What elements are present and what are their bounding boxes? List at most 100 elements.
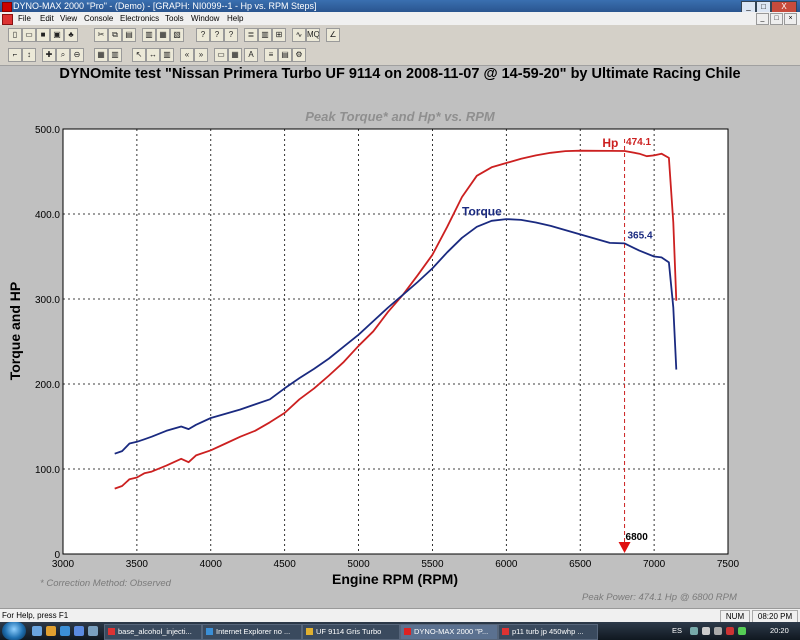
print-icon[interactable]: ▦ bbox=[156, 28, 170, 42]
task-dynomax[interactable]: DYNO-MAX 2000 "P... bbox=[400, 624, 498, 640]
cursor-icon[interactable]: ↖ bbox=[132, 48, 146, 62]
show-desktop-icon[interactable] bbox=[32, 626, 42, 636]
run-icon[interactable]: ✚ bbox=[42, 48, 56, 62]
book-icon[interactable]: ▤ bbox=[278, 48, 292, 62]
x-tick-label: 5000 bbox=[347, 559, 370, 570]
tray-app-icon[interactable] bbox=[726, 627, 734, 635]
scale-icon[interactable]: ▥ bbox=[160, 48, 174, 62]
task-internet-explorer[interactable]: Internet Explorer no ... bbox=[202, 624, 302, 640]
network-icon[interactable] bbox=[702, 627, 710, 635]
marker-icon[interactable]: ↕ bbox=[22, 48, 36, 62]
tray-status-icon[interactable] bbox=[738, 627, 746, 635]
task-uf-9114[interactable]: UF 9114 Gris Turbo bbox=[302, 624, 400, 640]
dynomax-task-icon bbox=[404, 628, 411, 635]
copy-icon[interactable]: ⧉ bbox=[108, 28, 122, 42]
y-tick-label: 500.0 bbox=[35, 125, 60, 136]
next-icon[interactable]: » bbox=[194, 48, 208, 62]
menu-console[interactable]: Console bbox=[84, 14, 114, 23]
open-icon[interactable]: ▭ bbox=[22, 28, 36, 42]
divider-icon[interactable]: ⌐ bbox=[8, 48, 22, 62]
rpm-marker-arrow[interactable] bbox=[618, 542, 631, 553]
x-axis-label: Engine RPM (RPM) bbox=[332, 571, 458, 587]
hz-icon[interactable]: ∠ bbox=[326, 28, 340, 42]
task-p11-turb[interactable]: p11 turb jp 450whp ... bbox=[498, 624, 598, 640]
x-tick-label: 3000 bbox=[52, 559, 75, 570]
menu-edit[interactable]: Edit bbox=[40, 14, 54, 23]
wave-icon[interactable]: ∿ bbox=[292, 28, 306, 42]
hp-series-label: Hp bbox=[602, 136, 618, 150]
media-icon[interactable] bbox=[74, 626, 84, 636]
correction-note: * Correction Method: Observed bbox=[40, 578, 171, 589]
grid-toggle-icon[interactable]: ▦ bbox=[228, 48, 242, 62]
ie-task-icon bbox=[206, 628, 213, 635]
mdi-minimize-button[interactable]: _ bbox=[756, 13, 769, 25]
menu-electronics[interactable]: Electronics bbox=[120, 14, 160, 23]
cut-icon[interactable]: ✂ bbox=[94, 28, 108, 42]
menu-help[interactable]: Help bbox=[227, 14, 244, 23]
menu-file[interactable]: File bbox=[18, 14, 31, 23]
y-tick-label: 300.0 bbox=[35, 295, 60, 306]
zoom-icon[interactable]: ⌕ bbox=[56, 48, 70, 62]
taskbar: base_alcohol_injecti... Internet Explore… bbox=[0, 622, 800, 640]
new-icon[interactable]: ▯ bbox=[8, 28, 22, 42]
x-tick-label: 6500 bbox=[569, 559, 592, 570]
start-button[interactable] bbox=[2, 622, 26, 640]
font-icon[interactable]: A bbox=[244, 48, 258, 62]
list-icon[interactable]: ≣ bbox=[244, 28, 258, 42]
menu-view[interactable]: View bbox=[60, 14, 78, 23]
y-tick-label: 0 bbox=[54, 550, 60, 561]
page-icon[interactable]: ▧ bbox=[170, 28, 184, 42]
key-icon[interactable]: ? bbox=[196, 28, 210, 42]
x-tick-label: 4000 bbox=[200, 559, 223, 570]
standard-toolbar: ▯ ▭ ■ ▣ ♣ ✂ ⧉ ▤ ▥ ▦ ▧??? ≣ ▥ ⊞ ∿ MQ ∠ bbox=[0, 25, 800, 46]
peak-power-note: Peak Power: 474.1 Hp @ 6800 RPM bbox=[582, 592, 737, 603]
floppy-icon[interactable]: ▣ bbox=[50, 28, 64, 42]
app-icon[interactable] bbox=[2, 2, 12, 12]
document-icon[interactable] bbox=[2, 14, 13, 25]
pan-icon[interactable]: ↔ bbox=[146, 48, 160, 62]
folder-icon[interactable] bbox=[46, 626, 56, 636]
y-tick-label: 400.0 bbox=[35, 210, 60, 221]
mdi-restore-button[interactable]: □ bbox=[770, 13, 783, 25]
switch-windows-icon[interactable] bbox=[88, 626, 98, 636]
ie-icon[interactable] bbox=[60, 626, 70, 636]
save-icon[interactable]: ■ bbox=[36, 28, 50, 42]
graph-toolbar: ⌐ ↕ ✚ ⌕ ⊖ ▦ ▥ ↖ ↔ ▥ «» ▭ ▦ A ≡ ▤ ⚙ bbox=[0, 45, 800, 66]
plot-area bbox=[62, 128, 729, 555]
preview-icon[interactable]: ▥ bbox=[142, 28, 156, 42]
window-icon[interactable]: ▭ bbox=[214, 48, 228, 62]
x-tick-label: 5500 bbox=[421, 559, 444, 570]
volume-icon[interactable] bbox=[714, 627, 722, 635]
torque-curve bbox=[114, 218, 678, 455]
maximize-button[interactable]: □ bbox=[756, 1, 771, 13]
torque-peak-value: 365.4 bbox=[628, 231, 653, 242]
paste-icon[interactable]: ▤ bbox=[122, 28, 136, 42]
dyno-icon[interactable]: ⚙ bbox=[292, 48, 306, 62]
mq-icon[interactable]: MQ bbox=[306, 28, 320, 42]
table-icon[interactable]: ⊞ bbox=[272, 28, 286, 42]
notes-icon[interactable]: ≡ bbox=[264, 48, 278, 62]
language-indicator[interactable]: ES bbox=[672, 626, 683, 635]
context-help-icon[interactable]: ? bbox=[224, 28, 238, 42]
menu-window[interactable]: Window bbox=[191, 14, 220, 23]
mdi-close-button[interactable]: × bbox=[784, 13, 797, 25]
menu-tools[interactable]: Tools bbox=[165, 14, 184, 23]
status-help-text: For Help, press F1 bbox=[2, 611, 69, 620]
tree-icon[interactable]: ♣ bbox=[64, 28, 78, 42]
torque-series-label: Torque bbox=[462, 205, 502, 219]
title-bar: DYNO-MAX 2000 "Pro" - (Demo) - [GRAPH: N… bbox=[0, 0, 800, 13]
pdf-icon bbox=[108, 628, 115, 635]
bar-chart-icon[interactable]: ▥ bbox=[108, 48, 122, 62]
graph-title: DYNOmite test "Nissan Primera Turbo UF 9… bbox=[59, 66, 741, 82]
x-tick-label: 6000 bbox=[495, 559, 518, 570]
task-base-alcohol[interactable]: base_alcohol_injecti... bbox=[104, 624, 202, 640]
help-icon[interactable]: ? bbox=[210, 28, 224, 42]
zoom-out-icon[interactable]: ⊖ bbox=[70, 48, 84, 62]
prev-icon[interactable]: « bbox=[180, 48, 194, 62]
status-bar: For Help, press F1 NUM 08:20 PM bbox=[0, 608, 800, 623]
tray-arrow-icon[interactable] bbox=[690, 627, 698, 635]
grid-icon[interactable]: ▥ bbox=[258, 28, 272, 42]
chart-icon[interactable]: ▦ bbox=[94, 48, 108, 62]
taskbar-clock[interactable]: 20:20 bbox=[770, 626, 789, 635]
